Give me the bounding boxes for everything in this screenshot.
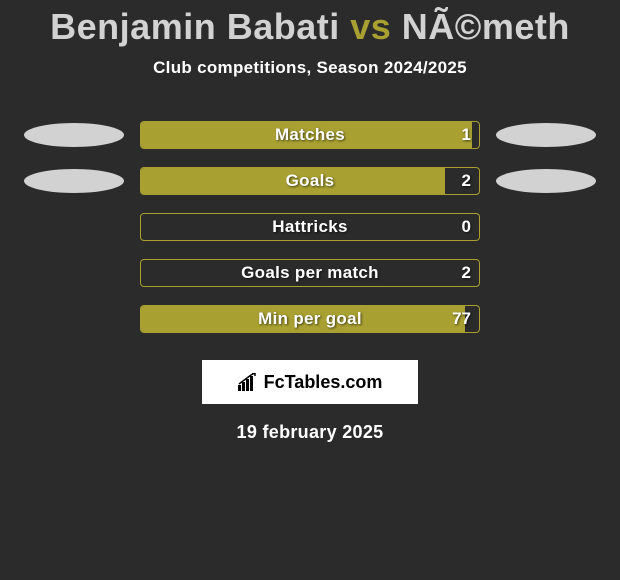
right-blob <box>496 169 596 193</box>
stat-bar: Goals per match2 <box>140 259 480 287</box>
stat-row: Goals per match2 <box>0 250 620 296</box>
right-blob <box>496 123 596 147</box>
bar-chart-icon <box>238 373 258 391</box>
stats-container: Matches1Goals2Hattricks0Goals per match2… <box>0 112 620 342</box>
blob-spacer <box>496 261 596 285</box>
stat-bar: Matches1 <box>140 121 480 149</box>
title-player2: NÃ©meth <box>402 6 570 47</box>
stat-value: 2 <box>462 168 471 194</box>
blob-spacer <box>496 307 596 331</box>
stat-label: Goals <box>141 168 479 194</box>
blob-spacer <box>24 261 124 285</box>
stat-label: Hattricks <box>141 214 479 240</box>
subtitle: Club competitions, Season 2024/2025 <box>0 58 620 78</box>
title-player1: Benjamin Babati <box>50 6 340 47</box>
stat-value: 0 <box>462 214 471 240</box>
stat-bar: Hattricks0 <box>140 213 480 241</box>
blob-spacer <box>24 307 124 331</box>
logo-box: FcTables.com <box>202 360 418 404</box>
stat-bar: Min per goal77 <box>140 305 480 333</box>
stat-label: Goals per match <box>141 260 479 286</box>
date-text: 19 february 2025 <box>0 422 620 443</box>
stat-row: Goals2 <box>0 158 620 204</box>
stat-row: Hattricks0 <box>0 204 620 250</box>
stat-label: Min per goal <box>141 306 479 332</box>
stat-row: Min per goal77 <box>0 296 620 342</box>
blob-spacer <box>24 215 124 239</box>
stat-bar: Goals2 <box>140 167 480 195</box>
stat-value: 1 <box>462 122 471 148</box>
blob-spacer <box>496 215 596 239</box>
left-blob <box>24 169 124 193</box>
title-vs: vs <box>350 6 391 47</box>
logo-text: FcTables.com <box>264 372 383 393</box>
stat-label: Matches <box>141 122 479 148</box>
stat-value: 77 <box>452 306 471 332</box>
left-blob <box>24 123 124 147</box>
stat-row: Matches1 <box>0 112 620 158</box>
stat-value: 2 <box>462 260 471 286</box>
page-title: Benjamin Babati vs NÃ©meth <box>0 0 620 48</box>
